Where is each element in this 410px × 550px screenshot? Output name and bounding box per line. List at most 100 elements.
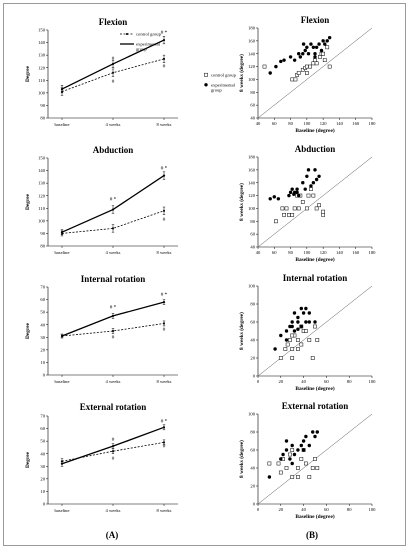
y-axis-label: 8 weeks (degree) <box>238 440 245 478</box>
scatter-point-control <box>284 206 289 211</box>
significance-marker: # * <box>161 30 168 36</box>
x-tick-label: 8 weeks <box>157 379 172 384</box>
x-tick-label: 100 <box>303 250 311 255</box>
data-point <box>162 300 166 304</box>
scatter-point-control <box>296 475 300 479</box>
scatter-point-control <box>310 356 315 360</box>
y-tick-label: 140 <box>248 180 256 185</box>
scatter-point-control <box>284 466 289 470</box>
scatter-point-experimental <box>282 58 286 62</box>
legend-marker <box>204 72 208 77</box>
y-tick-label: 90 <box>40 103 45 108</box>
data-point <box>112 71 114 74</box>
scatter-point-control <box>304 461 308 466</box>
scatter-point-control <box>325 45 330 50</box>
significance-marker: # <box>112 335 115 341</box>
scatter-point-control <box>305 206 309 211</box>
x-axis-label: Baseline (degree) <box>295 513 334 520</box>
significance-marker: # <box>112 56 115 62</box>
y-tick-label: 120 <box>38 65 46 70</box>
y-tick-label: 10 <box>40 489 45 494</box>
scatter-point-experimental <box>311 430 315 434</box>
y-tick-label: 160 <box>248 167 256 172</box>
y-axis-label: 8 weeks (degree) <box>238 54 245 92</box>
scatter-point-experimental <box>292 329 297 333</box>
y-tick-label: 0 <box>253 502 256 507</box>
scatter-point-experimental <box>311 181 316 185</box>
y-tick-label: 160 <box>248 38 256 43</box>
scatter-point-control <box>300 200 305 204</box>
scatter-point-experimental <box>281 452 285 457</box>
scatter-point-experimental <box>301 181 305 185</box>
x-axis-label: Baseline (degree) <box>295 127 334 134</box>
scatter-point-experimental <box>313 55 317 59</box>
y-tick-label: 100 <box>248 284 256 289</box>
y-tick-label: 80 <box>40 244 45 249</box>
scatter-point-experimental <box>301 439 306 443</box>
scatter-point-experimental <box>313 434 317 439</box>
x-tick-label: 80 <box>288 121 293 126</box>
x-tick-label: 60 <box>324 507 329 512</box>
scatter-point-experimental <box>298 55 303 59</box>
scatter-point-control <box>274 219 278 224</box>
significance-marker: # <box>163 443 166 449</box>
x-tick-label: 80 <box>288 250 293 255</box>
scatter-point-experimental <box>290 443 294 448</box>
scatter-point-experimental <box>301 311 306 315</box>
y-tick-label: 60 <box>250 448 255 453</box>
scatter-point-experimental <box>290 324 294 329</box>
x-tick-label: 100 <box>369 507 377 512</box>
scatter-point-experimental <box>292 311 297 315</box>
data-point <box>163 322 165 325</box>
y-tick-label: 70 <box>40 414 45 419</box>
scatter-point-experimental <box>296 320 300 324</box>
scatter-point-experimental <box>292 192 296 196</box>
scatter-point-experimental <box>313 168 317 172</box>
x-tick-label: 0 <box>257 379 260 384</box>
scatter-point-experimental <box>276 197 281 201</box>
scatter-point-experimental <box>306 52 311 56</box>
y-tick-label: 60 <box>40 426 45 431</box>
scatter-point-experimental <box>309 184 313 188</box>
scatter-point-experimental <box>315 430 319 434</box>
identity-line <box>257 27 373 119</box>
x-tick-label: 20 <box>279 507 284 512</box>
scatter-point-experimental <box>279 59 283 64</box>
scatter-point-control <box>306 193 311 198</box>
y-tick-label: 130 <box>38 53 46 58</box>
y-tick-label: 100 <box>248 412 256 417</box>
scatter-point-experimental <box>304 306 308 311</box>
legend-label: experimental <box>136 42 161 47</box>
y-tick-label: 40 <box>250 338 255 343</box>
chart-title: Internal rotation <box>283 273 348 283</box>
scatter-point-control <box>317 203 321 208</box>
scatter-point-experimental <box>309 42 313 46</box>
scatter-point-experimental <box>307 443 311 448</box>
scatter-point-control <box>262 64 267 69</box>
x-tick-label: 40 <box>256 250 261 255</box>
data-point <box>112 450 114 453</box>
scatter-point-experimental <box>301 42 306 46</box>
scatter-point-control <box>296 206 301 211</box>
x-tick-label: 140 <box>336 250 344 255</box>
scatter-point-control <box>310 466 315 470</box>
scatter-point-control <box>315 338 320 342</box>
y-tick-label: 150 <box>38 28 46 33</box>
data-point <box>60 231 64 234</box>
y-tick-label: 10 <box>40 360 45 365</box>
y-tick-label: 40 <box>250 245 255 250</box>
data-point <box>162 426 166 429</box>
scatter-point-control <box>311 61 316 66</box>
legend-marker <box>126 33 128 35</box>
data-point <box>111 208 115 211</box>
y-tick-label: 50 <box>40 310 45 315</box>
significance-marker: # * <box>161 165 168 171</box>
x-tick-label: 4 weeks <box>106 122 121 127</box>
x-tick-label: 120 <box>320 250 328 255</box>
y-tick-label: 120 <box>248 64 256 69</box>
scatter-point-experimental <box>288 55 293 59</box>
scatter-point-experimental <box>290 320 294 324</box>
y-tick-label: 0 <box>43 373 46 378</box>
scatter-point-control <box>288 452 292 457</box>
